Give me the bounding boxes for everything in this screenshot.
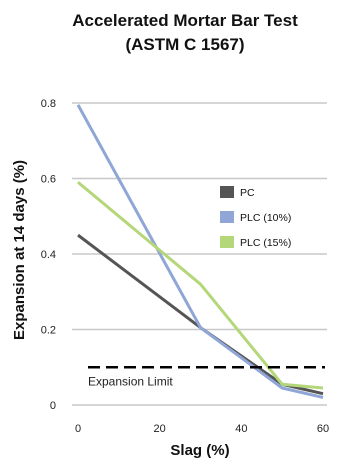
legend-swatch (220, 236, 234, 248)
x-tick-label: 20 (154, 423, 166, 435)
chart-title-line-2: (ASTM C 1567) (125, 35, 244, 54)
legend-label: PLC (10%) (240, 212, 291, 224)
legend-swatch (220, 211, 234, 223)
reference-line-group: Expansion Limit (88, 366, 325, 388)
legend-label: PLC (15%) (240, 237, 291, 249)
x-tick-label: 0 (75, 423, 81, 435)
expansion-limit-label: Expansion Limit (88, 374, 173, 388)
series-lines (76, 104, 324, 399)
y-tick-label: 0.2 (41, 325, 56, 337)
y-tick-label: 0 (50, 400, 56, 412)
x-tick-labels: 0 20 40 60 (75, 423, 329, 435)
series-line-1 (77, 233, 324, 396)
y-tick-label: 0.4 (41, 249, 56, 261)
y-tick-label: 0.8 (41, 98, 56, 110)
legend-swatch (220, 186, 234, 198)
y-tick-label: 0.6 (41, 174, 56, 186)
legend-label: PC (240, 187, 255, 199)
x-axis-label: Slag (%) (170, 442, 229, 459)
x-tick-label: 40 (235, 423, 247, 435)
series-line-2 (76, 104, 324, 399)
y-axis-label: Expansion at 14 days (%) (11, 160, 28, 340)
x-tick-label: 60 (317, 423, 329, 435)
y-tick-labels: 0 0.2 0.4 0.6 0.8 (41, 98, 56, 412)
chart-title-line-1: Accelerated Mortar Bar Test (72, 11, 298, 30)
legend: PC PLC (10%) PLC (15%) (220, 186, 291, 249)
gridlines (72, 102, 327, 406)
series-line-3 (77, 181, 324, 390)
